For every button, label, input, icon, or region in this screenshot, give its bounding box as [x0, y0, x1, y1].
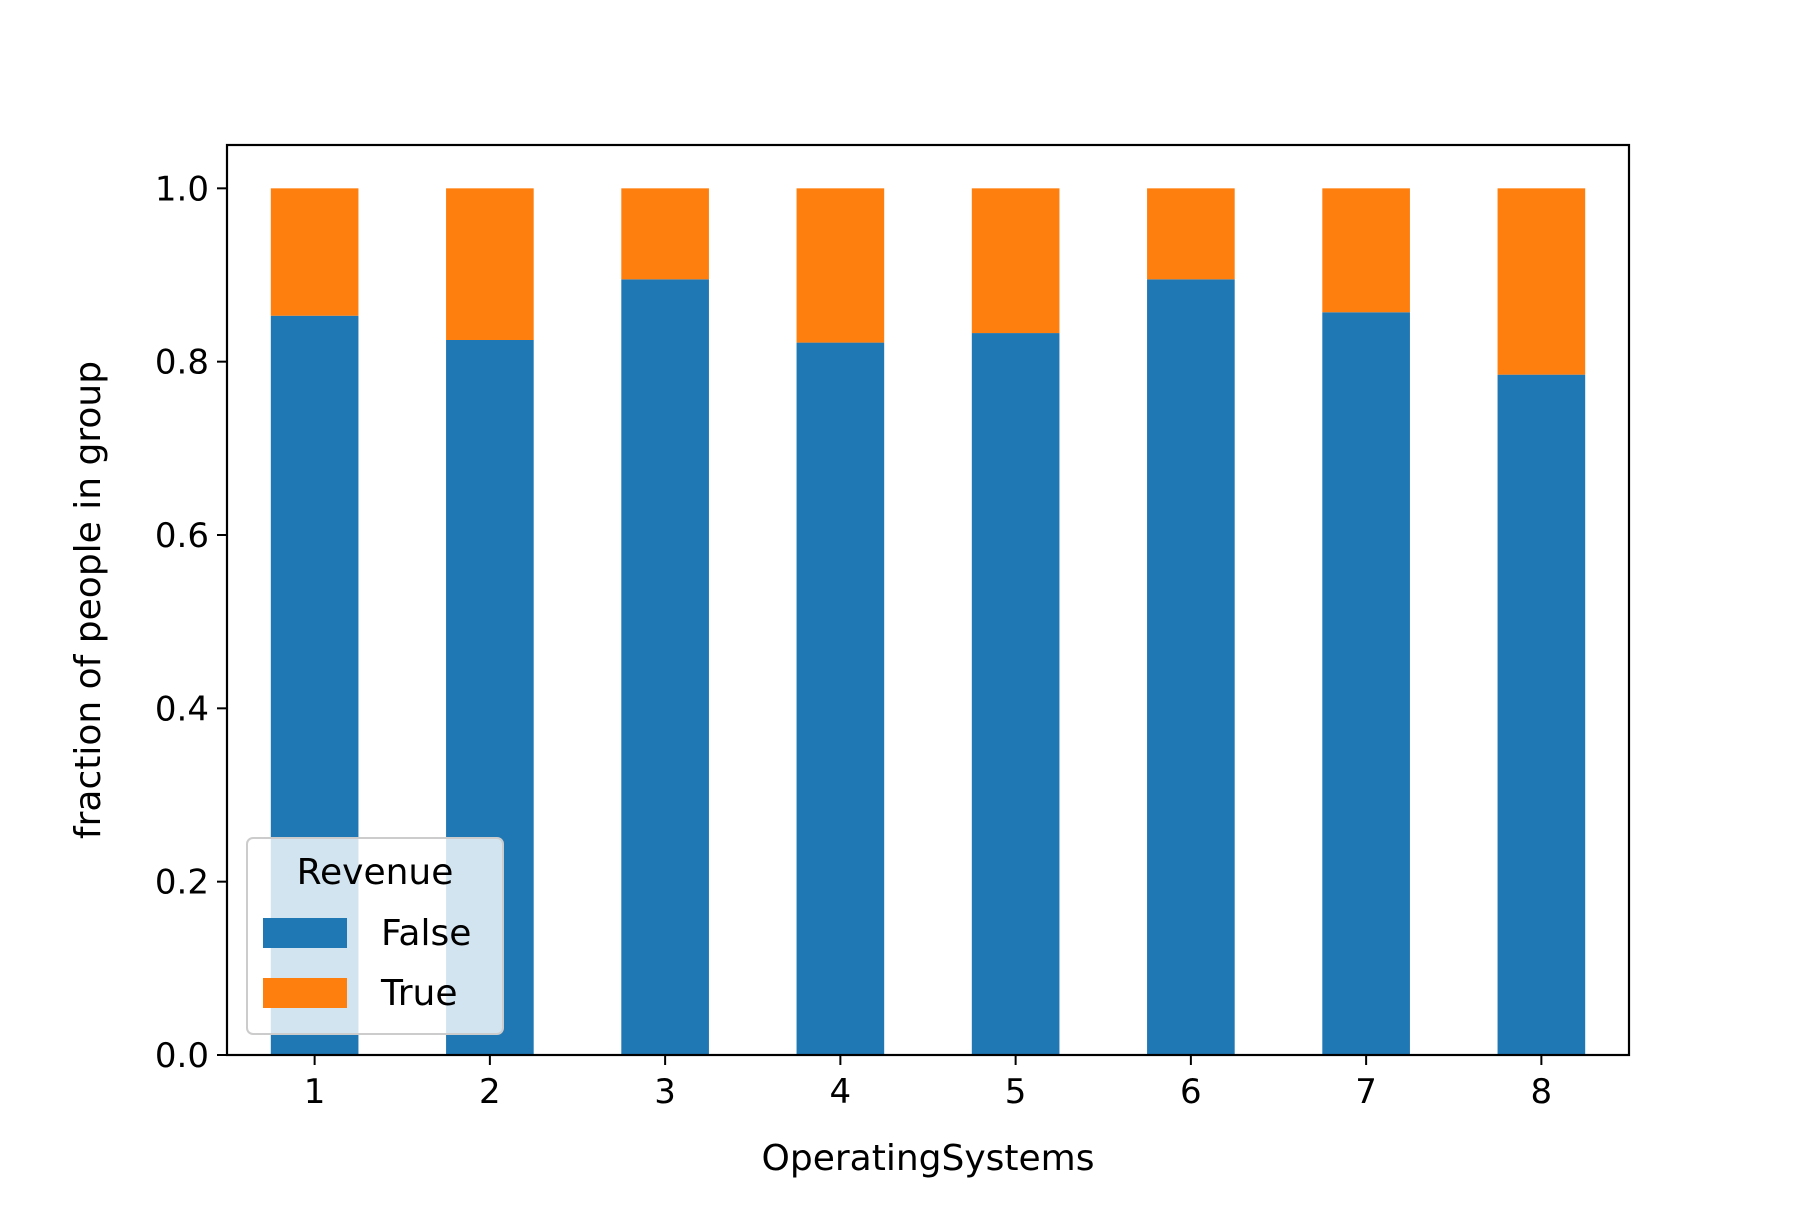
legend-items: False True — [263, 913, 471, 1014]
x-tick-label: 8 — [1531, 1072, 1553, 1112]
bar-false-5 — [971, 333, 1060, 1056]
legend-label-true: True — [380, 973, 457, 1014]
x-axis: 1 2 3 4 5 6 7 8 — [304, 1055, 1552, 1112]
y-tick-label: 0.8 — [155, 343, 209, 383]
legend-swatch-true — [263, 978, 347, 1008]
bar-true-2 — [446, 188, 534, 340]
bar-false-8 — [1497, 374, 1586, 1056]
y-tick-label: 0.0 — [155, 1036, 209, 1076]
bar-false-4 — [796, 342, 885, 1056]
y-tick-label: 0.4 — [155, 689, 209, 729]
x-tick-label: 1 — [304, 1072, 326, 1112]
x-tick-label: 5 — [1005, 1072, 1027, 1112]
x-tick-label: 7 — [1355, 1072, 1377, 1112]
y-axis-label: fraction of people in group — [68, 361, 109, 839]
bar-true-3 — [621, 188, 709, 280]
y-tick-label: 0.2 — [155, 863, 209, 903]
y-axis: 0.0 0.2 0.4 0.6 0.8 1.0 — [155, 169, 227, 1076]
y-tick-label: 0.6 — [155, 516, 209, 556]
bar-false-3 — [621, 279, 709, 1055]
x-tick-label: 6 — [1180, 1072, 1202, 1112]
bar-true-6 — [1147, 188, 1235, 280]
bar-false-7 — [1322, 312, 1410, 1055]
bar-false-6 — [1147, 279, 1235, 1055]
bar-true-5 — [971, 188, 1060, 334]
x-axis-label: OperatingSystems — [762, 1138, 1095, 1179]
bar-true-4 — [796, 188, 885, 343]
plot-frame — [225, 143, 1631, 1057]
legend-title: Revenue — [297, 852, 454, 893]
bar-true-1 — [270, 188, 359, 316]
legend-label-false: False — [381, 913, 471, 954]
legend-swatch-false — [263, 918, 347, 948]
x-tick-label: 2 — [479, 1072, 501, 1112]
x-tick-label: 3 — [654, 1072, 676, 1112]
bars-group — [270, 188, 1586, 1056]
legend: Revenue False True — [246, 837, 504, 1035]
y-tick-label: 1.0 — [155, 169, 209, 209]
x-tick-label: 4 — [830, 1072, 852, 1112]
bar-true-7 — [1322, 188, 1410, 313]
bar-true-8 — [1497, 188, 1586, 375]
